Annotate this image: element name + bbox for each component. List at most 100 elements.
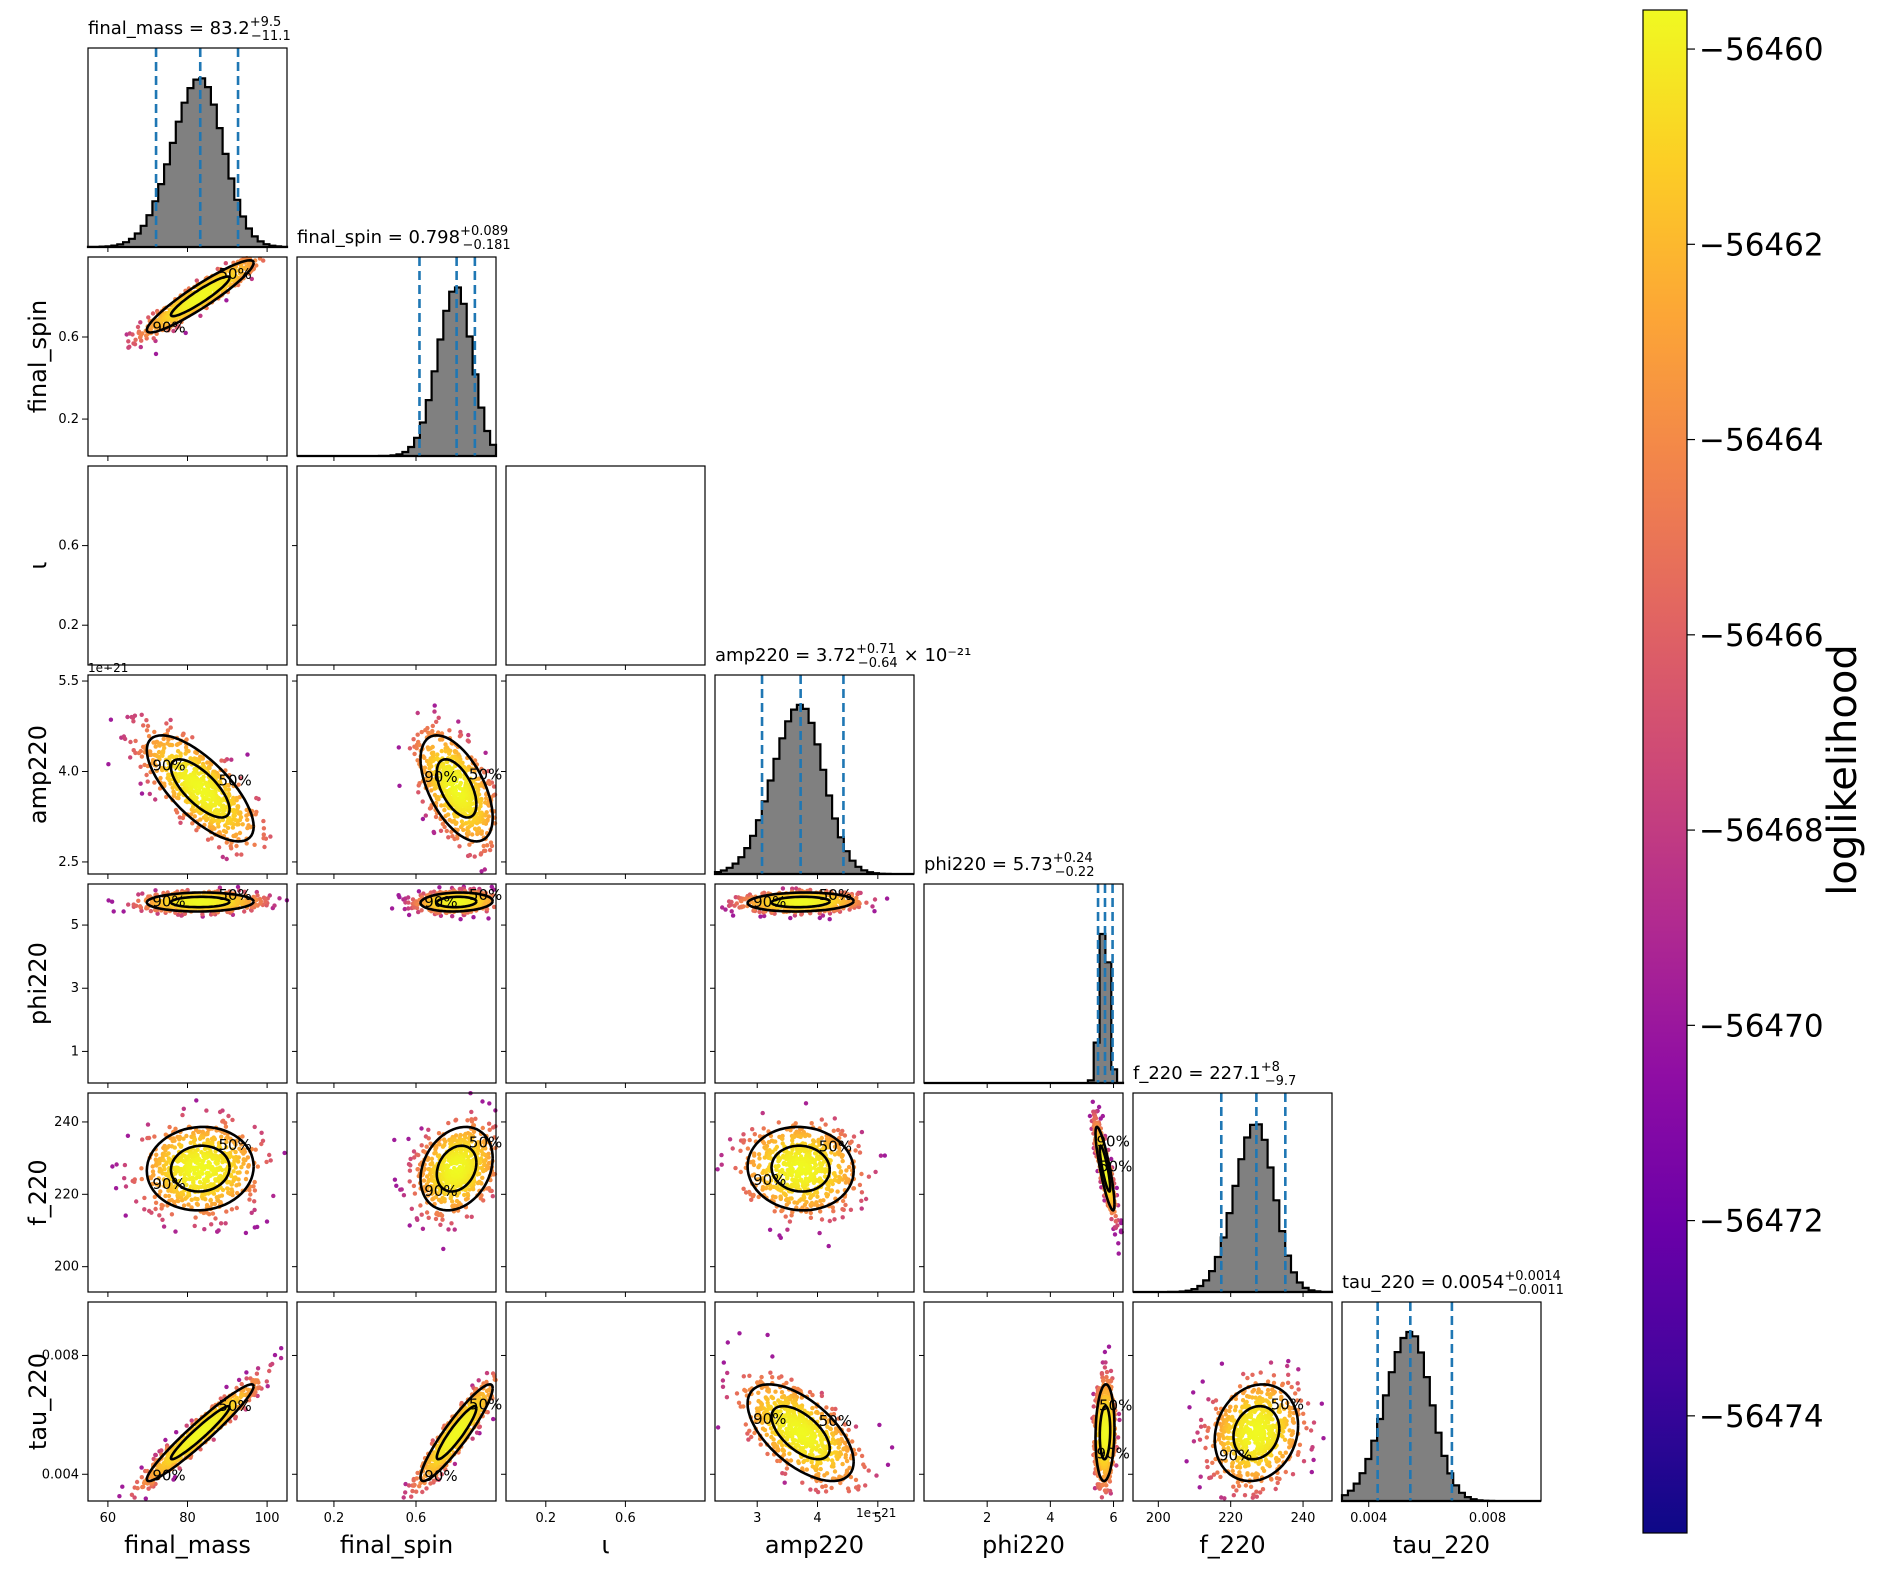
panel-frame [505,465,706,666]
sample-point [136,898,141,903]
sample-point [481,843,486,849]
sample-point [244,1170,250,1175]
sample-point [220,1159,225,1165]
title-final_mass: final_mass = 83.2+9.5 −11.1 [88,15,291,44]
sample-point [758,914,763,919]
sample-point [437,885,442,890]
sample-point [268,1158,273,1163]
sample-point [872,897,878,902]
y-tick-label: 0.6 [58,539,79,554]
sample-point [194,795,199,801]
sample-point [218,1221,224,1226]
sample-point [446,835,451,840]
sample-point [223,1167,229,1172]
sample-point [140,1137,145,1142]
sample-point [456,792,461,797]
panel-inclination-final_spin [292,465,497,670]
sample-point [397,783,402,788]
sample-point [426,1215,431,1221]
contour-label: 90% [152,1175,185,1193]
sample-point [188,1184,194,1189]
sample-point [177,1137,182,1142]
sample-point [153,351,159,357]
sample-point [415,732,420,737]
sample-point [788,915,793,921]
y-offset-label: 1e−21 [88,661,128,675]
sample-point [780,886,786,891]
sample-point [146,315,151,320]
sample-point [729,899,734,905]
sample-point [217,1174,222,1179]
sample-point [138,320,143,325]
title-amp220: amp220 = 3.72+0.71 −0.64 × 10⁻²¹ [715,642,971,671]
sample-point [412,751,417,757]
sample-point [157,743,162,748]
sample-point [142,1195,147,1201]
sample-point [431,829,436,835]
sample-point [197,1179,203,1185]
sample-point [216,1228,221,1233]
sample-point [223,1120,228,1126]
sample-point [160,1203,165,1208]
sample-point [139,754,145,759]
sample-point [199,1164,204,1170]
sample-point [263,899,268,905]
sample-point [152,729,157,735]
sample-point [884,896,890,901]
sample-point [252,1225,257,1230]
sample-point [224,298,229,303]
sample-point [407,746,413,751]
sample-point [262,844,267,850]
sample-point [197,1136,203,1142]
sample-point [139,1166,144,1171]
sample-point [166,737,171,742]
sample-point [472,854,477,859]
panel-final_mass-final_mass: final_mass = 83.2+9.5 −11.1 [86,15,291,252]
sample-point [440,1217,445,1222]
y-tick-label: 4.0 [58,764,79,779]
sample-point [416,790,421,795]
sample-point [208,1197,213,1203]
sample-point [244,841,249,846]
sample-point [223,1124,229,1129]
sample-point [392,1177,398,1182]
sample-point [426,1127,431,1133]
sample-point [261,826,267,831]
sample-point [467,852,473,858]
sample-point [224,856,229,862]
sample-point [208,1182,214,1187]
sample-point [176,796,181,801]
sample-point [253,812,258,817]
sample-point [214,807,219,813]
sample-point [130,332,135,337]
sample-point [456,719,461,724]
contour-label: 90% [152,318,185,336]
sample-point [469,1119,475,1124]
sample-point [487,1101,492,1106]
sample-point [188,1140,193,1146]
sample-point [226,1113,231,1119]
sample-point [488,840,494,845]
panel-inclination-inclination [505,465,706,670]
sample-point [268,834,273,839]
sample-point [128,739,133,745]
sample-point [127,344,132,349]
sample-point [126,339,131,344]
contour-label: 90% [424,768,457,786]
sample-point [147,791,152,797]
sample-point [125,1133,131,1139]
sample-point [190,735,195,740]
sample-point [166,1151,171,1156]
sample-point [446,1227,451,1232]
panel-frame [505,674,706,875]
sample-point [418,1203,423,1208]
histogram-final_spin [297,286,498,458]
sample-point [152,780,157,785]
sample-point [248,1192,253,1197]
sample-point [472,826,478,831]
sample-point [145,1122,151,1127]
sample-point [153,744,158,749]
sample-point [240,822,245,827]
y-axis-label-inclination: ι [24,561,52,569]
